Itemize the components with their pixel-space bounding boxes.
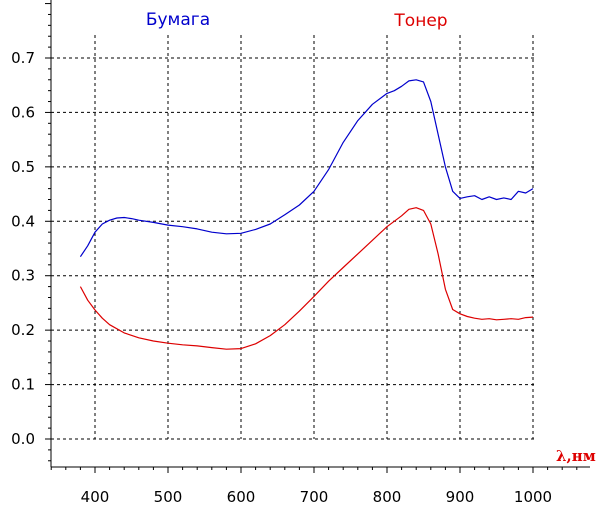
y-tick-label: 0.2 [11,321,35,339]
series-line-paper [79,79,534,258]
axes [50,0,590,468]
y-tick-label: 0.3 [11,267,35,285]
series-line-toner [79,207,534,350]
x-tick-label: 1000 [514,488,552,506]
y-tick-label: 0.7 [11,49,35,67]
x-tick-label: 700 [300,488,329,506]
x-axis-label: λ,нм [556,447,596,465]
grid [51,35,537,440]
x-tick-label: 400 [81,488,110,506]
y-tick-label: 0.5 [11,158,35,176]
x-tick-label: 900 [446,488,475,506]
x-tick-label: 800 [373,488,402,506]
x-tick-label: 500 [154,488,183,506]
x-tick-label: 600 [227,488,256,506]
legend-paper: Бумага [146,10,210,30]
y-tick-label: 0.6 [11,103,35,121]
y-tick-label: 0.0 [11,430,35,448]
legend-toner: Тонер [393,11,447,31]
ticks: 0.0 0.1 0.2 0.3 0.4 0.5 0.6 0.7 400 500 600 700 800 9… [11,3,578,506]
y-tick-label: 0.4 [11,212,35,230]
y-tick-label: 0.1 [11,376,35,394]
series [79,79,534,350]
